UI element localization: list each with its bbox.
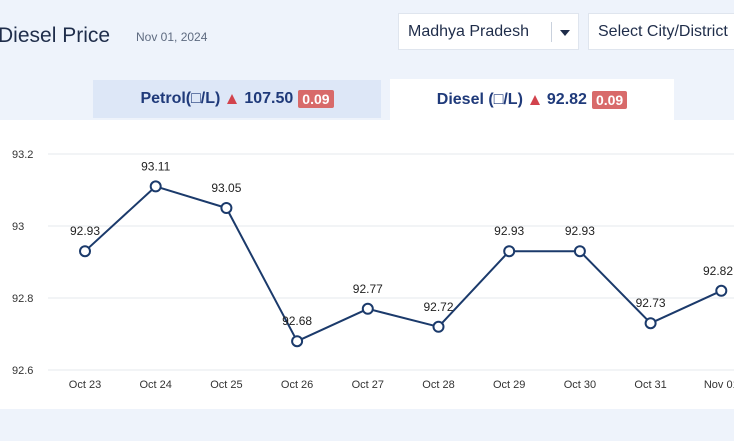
tab-diesel[interactable]: Diesel (□/L) 92.82 0.09 xyxy=(390,79,674,120)
tab-petrol-change-badge: 0.09 xyxy=(298,90,334,108)
tab-diesel-price: 92.82 xyxy=(546,90,587,108)
data-label: 92.77 xyxy=(353,282,383,296)
price-up-icon xyxy=(227,94,238,104)
fuel-tabs: Petrol(□/L) 107.50 0.09 Diesel (□/L) 92.… xyxy=(0,79,734,120)
y-tick-label: 92.8 xyxy=(12,293,33,305)
tab-diesel-label: Diesel (□/L) xyxy=(436,90,523,108)
header: Diesel Price Nov 01, 2024 Madhya Pradesh… xyxy=(0,0,734,80)
data-point xyxy=(715,284,728,297)
y-tick-label: 93.2 xyxy=(12,149,33,161)
data-point xyxy=(291,335,304,348)
data-label: 92.72 xyxy=(423,300,453,314)
data-label: 93.05 xyxy=(211,181,241,195)
tab-diesel-change-badge: 0.09 xyxy=(591,90,628,109)
x-tick-label: Oct 25 xyxy=(210,379,242,391)
x-tick-label: Nov 01 xyxy=(704,379,734,391)
x-tick-label: Oct 26 xyxy=(281,379,313,391)
series-line xyxy=(84,185,722,343)
x-tick-label: Oct 24 xyxy=(139,379,171,391)
x-tick-label: Oct 27 xyxy=(352,379,384,391)
chart-panel xyxy=(0,120,734,409)
price-up-icon xyxy=(529,94,540,105)
tab-petrol-price: 107.50 xyxy=(244,90,294,107)
data-point xyxy=(149,180,162,193)
page-title: Diesel Price xyxy=(0,24,111,47)
data-label: 92.93 xyxy=(565,224,595,238)
city-select-placeholder: Select City/District xyxy=(598,23,728,40)
y-tick-label: 93 xyxy=(12,221,24,233)
select-divider xyxy=(551,22,552,42)
x-tick-label: Oct 31 xyxy=(634,379,666,391)
data-label: 92.73 xyxy=(636,296,666,310)
data-label: 93.11 xyxy=(141,159,170,173)
price-line-chart: 92.6 92.8 93 93.2 Oct 23 Oct 24 Oct 25 Oct 26 Oc… xyxy=(12,149,734,391)
data-point xyxy=(644,317,657,330)
x-tick-label: Oct 30 xyxy=(564,379,596,391)
state-select-value: Madhya Pradesh xyxy=(408,23,529,40)
data-label: 92.68 xyxy=(282,314,312,328)
data-label: 92.93 xyxy=(70,224,100,238)
y-tick-label: 92.6 xyxy=(12,365,33,377)
chevron-down-icon[interactable] xyxy=(560,30,570,36)
data-point xyxy=(361,302,374,315)
city-select[interactable]: Select City/District xyxy=(588,13,734,50)
tab-petrol[interactable]: Petrol(□/L) 107.50 0.09 xyxy=(93,80,381,118)
x-tick-label: Oct 28 xyxy=(422,379,454,391)
data-label: 92.93 xyxy=(494,224,524,238)
data-point xyxy=(220,202,233,214)
data-point xyxy=(432,320,445,333)
page-date: Nov 01, 2024 xyxy=(136,30,208,44)
data-point xyxy=(79,245,91,258)
data-label: 92.82 xyxy=(703,264,733,278)
tab-petrol-label: Petrol(□/L) xyxy=(140,90,221,107)
x-tick-label: Oct 23 xyxy=(69,379,101,391)
x-tick-label: Oct 29 xyxy=(493,379,525,391)
state-select[interactable]: Madhya Pradesh xyxy=(398,13,579,50)
data-point xyxy=(503,245,516,258)
data-point xyxy=(573,245,586,258)
